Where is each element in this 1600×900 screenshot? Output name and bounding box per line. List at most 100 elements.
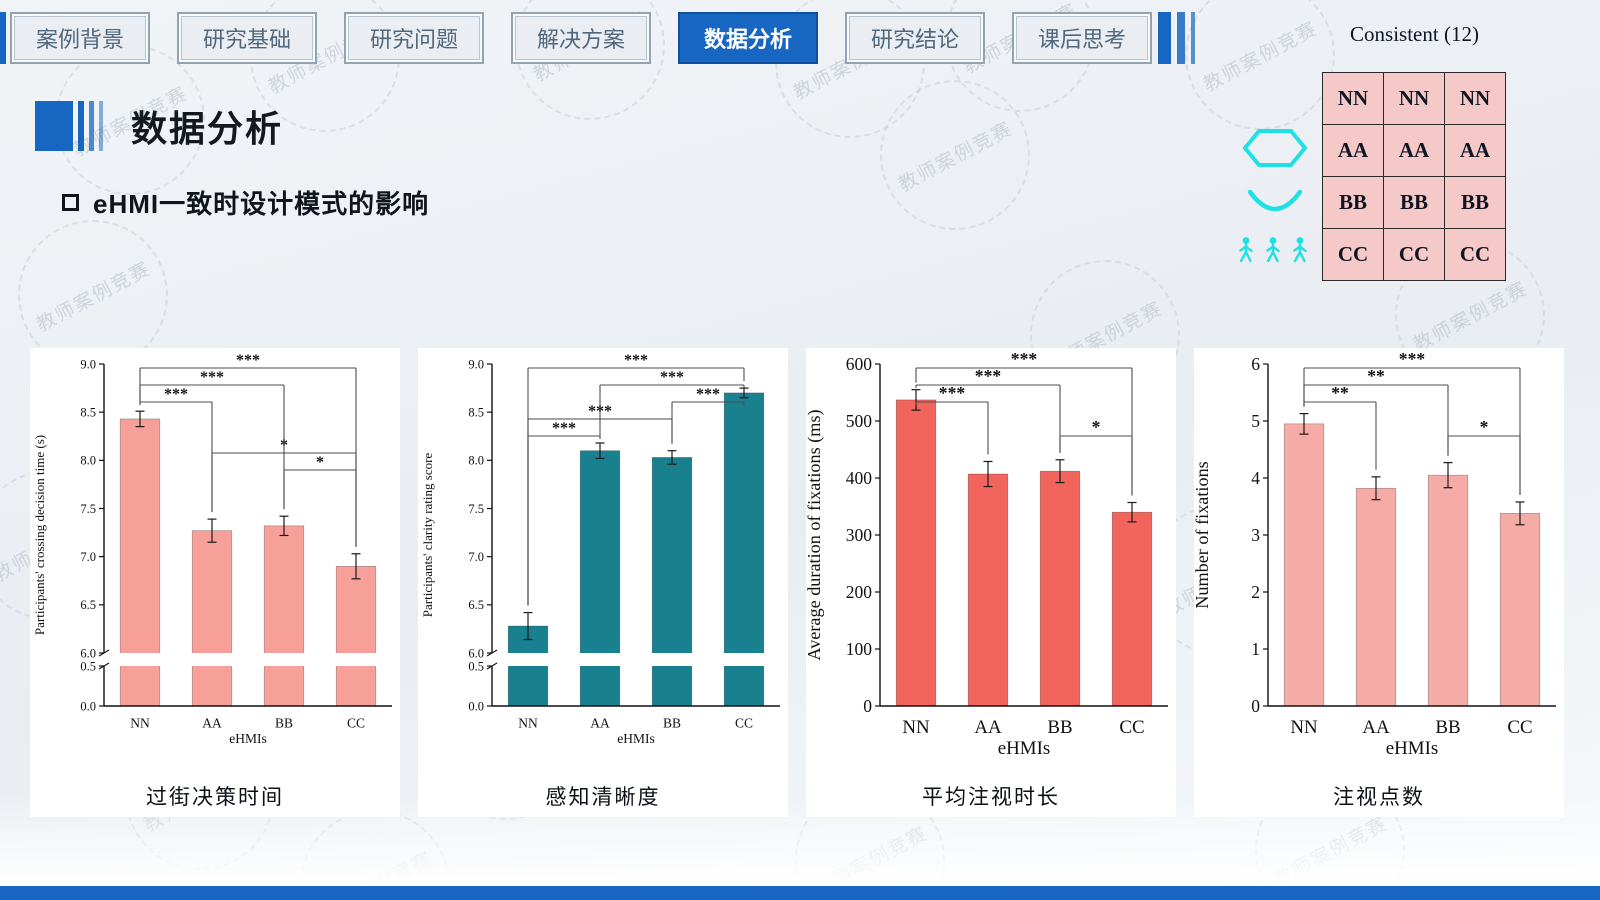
svg-text:BB: BB [1435, 717, 1460, 738]
svg-text:***: *** [552, 420, 576, 437]
ehmi-icon-column [1236, 128, 1314, 266]
consistency-cell: BB [1322, 176, 1384, 229]
svg-text:***: *** [200, 369, 224, 386]
svg-text:Participants' crossing decisio: Participants' crossing decision time (s) [32, 435, 47, 635]
svg-text:*: * [1480, 417, 1489, 437]
svg-text:***: *** [696, 386, 720, 403]
svg-text:BB: BB [275, 716, 293, 731]
svg-text:BB: BB [1047, 717, 1072, 738]
svg-text:6.5: 6.5 [80, 598, 96, 612]
svg-text:AA: AA [590, 716, 610, 731]
svg-text:CC: CC [735, 716, 753, 731]
svg-text:eHMIs: eHMIs [1386, 738, 1438, 759]
chart-card: 0.0 0.5 6.0 6.5 7.0 7.5 8.0 8.5 9.0 NN AA BB CC eHMIs… [418, 348, 788, 817]
svg-text:AA: AA [1362, 717, 1390, 738]
watermark-stamp: 教师案例竞赛 [775, 0, 925, 138]
nav-left-accent [0, 12, 6, 64]
svg-text:CC: CC [1507, 717, 1532, 738]
tab-research-basis[interactable]: 研究基础 [177, 12, 317, 64]
chart-caption: 注视点数 [1333, 786, 1425, 809]
consistency-cell: NN [1444, 72, 1506, 125]
svg-text:6: 6 [1251, 354, 1260, 374]
watermark-stamp: 教师案例竞赛 [880, 80, 1030, 230]
smile-ehmi-icon [1247, 189, 1303, 212]
svg-text:6.0: 6.0 [468, 646, 484, 660]
svg-text:6.5: 6.5 [468, 598, 484, 612]
svg-text:NN: NN [130, 716, 150, 731]
svg-text:9.0: 9.0 [468, 357, 484, 371]
svg-text:0: 0 [1251, 696, 1260, 716]
consistency-cell: AA [1383, 124, 1445, 177]
svg-text:Average duration of fixations: Average duration of fixations (ms) [806, 409, 825, 660]
tab-data-analysis[interactable]: 数据分析 [678, 12, 818, 64]
bottom-accent-bar [0, 886, 1600, 900]
svg-text:AA: AA [974, 717, 1002, 738]
svg-text:AA: AA [202, 716, 222, 731]
consistency-title: Consistent (12) [1350, 22, 1479, 46]
svg-text:9.0: 9.0 [80, 357, 96, 371]
tab-research-question[interactable]: 研究问题 [344, 12, 484, 64]
svg-text:7.0: 7.0 [80, 550, 96, 564]
svg-text:200: 200 [846, 582, 873, 602]
chart-card: 0 1 2 3 4 5 6 NN AA BB CC eHMIs Number of fixations *… [1192, 348, 1564, 817]
svg-text:*: * [1092, 417, 1101, 437]
svg-text:8.5: 8.5 [80, 406, 96, 420]
chart-crossing-decision-time: 0.0 0.56.0 6.5 7.0 7.5 8.0 8.5 9.0 NN AA BB CC eHMIs… [32, 352, 393, 746]
svg-text:eHMIs: eHMIs [998, 738, 1050, 759]
svg-text:400: 400 [846, 468, 873, 488]
svg-text:eHMIs: eHMIs [617, 731, 655, 746]
svg-text:8.5: 8.5 [468, 406, 484, 420]
svg-text:500: 500 [846, 411, 873, 431]
svg-text:0: 0 [863, 696, 872, 716]
svg-text:***: *** [164, 386, 188, 403]
svg-text:***: *** [939, 383, 966, 403]
svg-text:*: * [316, 454, 324, 471]
title-row: 数据分析 [35, 100, 283, 152]
svg-text:**: ** [1367, 366, 1385, 386]
svg-text:***: *** [975, 366, 1002, 386]
section-heading-text: eHMI一致时设计模式的影响 [93, 189, 430, 219]
tab-solution[interactable]: 解决方案 [511, 12, 651, 64]
tab-case-background[interactable]: 案例背景 [10, 12, 150, 64]
svg-text:1: 1 [1251, 639, 1260, 659]
consistency-cell: AA [1322, 124, 1384, 177]
consistency-cell: CC [1322, 228, 1384, 281]
svg-text:0.5: 0.5 [80, 659, 96, 673]
svg-text:4: 4 [1251, 468, 1260, 488]
tab-reflection[interactable]: 课后思考 [1012, 12, 1152, 64]
page-title: 数据分析 [131, 108, 284, 149]
svg-text:5: 5 [1251, 411, 1260, 431]
svg-text:eHMIs: eHMIs [229, 731, 267, 746]
svg-text:***: *** [1011, 349, 1038, 369]
svg-text:8.0: 8.0 [80, 454, 96, 468]
chart-card: 0.0 0.5 6.0 6.5 7.0 7.5 8.0 8.5 9.0 NN AA BB CC eHMIs… [30, 348, 400, 817]
svg-text:**: ** [1331, 383, 1349, 403]
watermark-stamp: 教师案例竞赛 [250, 0, 400, 132]
consistency-cell: NN [1383, 72, 1445, 125]
chart-card: 0 100 200 300 400 500 600 NN AA BB CC eHMIs Average … [804, 348, 1176, 817]
chart-fixation-count: 0 1 2 3 4 5 6 NN AA BB CC eHMIs Number of fixations *… [1192, 349, 1556, 759]
svg-text:Participants' clarity rating s: Participants' clarity rating score [420, 453, 435, 618]
svg-text:***: *** [588, 403, 612, 420]
chart-fixation-duration: 0 100 200 300 400 500 600 NN AA BB CC eHMIs Average … [804, 349, 1168, 759]
svg-text:BB: BB [663, 716, 681, 731]
charts-row: 0.0 0.5 6.0 6.5 7.0 7.5 8.0 8.5 9.0 NN AA BB CC eHMIs… [30, 348, 1564, 817]
nav-accent-bars [1158, 12, 1195, 64]
svg-text:300: 300 [846, 525, 873, 545]
watermark-stamp: 教师案例竞赛 [1185, 0, 1335, 130]
hexagon-ehmi-icon [1243, 129, 1307, 167]
tab-conclusion[interactable]: 研究结论 [845, 12, 985, 64]
svg-text:0.0: 0.0 [468, 699, 484, 713]
svg-text:0.0: 0.0 [80, 699, 96, 713]
svg-text:***: *** [1399, 349, 1426, 369]
tab-bar: 案例背景 研究基础 研究问题 解决方案 数据分析 研究结论 课后思考 [10, 12, 1152, 64]
svg-text:6.0: 6.0 [80, 646, 96, 660]
svg-text:***: *** [660, 369, 684, 386]
svg-text:7.5: 7.5 [468, 502, 484, 516]
consistency-cell: NN [1322, 72, 1384, 125]
svg-text:100: 100 [846, 639, 873, 659]
consistency-table: NN NN NN AA AA AA BB BB BB CC CC CC [1322, 72, 1506, 281]
chart-caption: 过街决策时间 [146, 786, 284, 809]
svg-text:CC: CC [347, 716, 365, 731]
